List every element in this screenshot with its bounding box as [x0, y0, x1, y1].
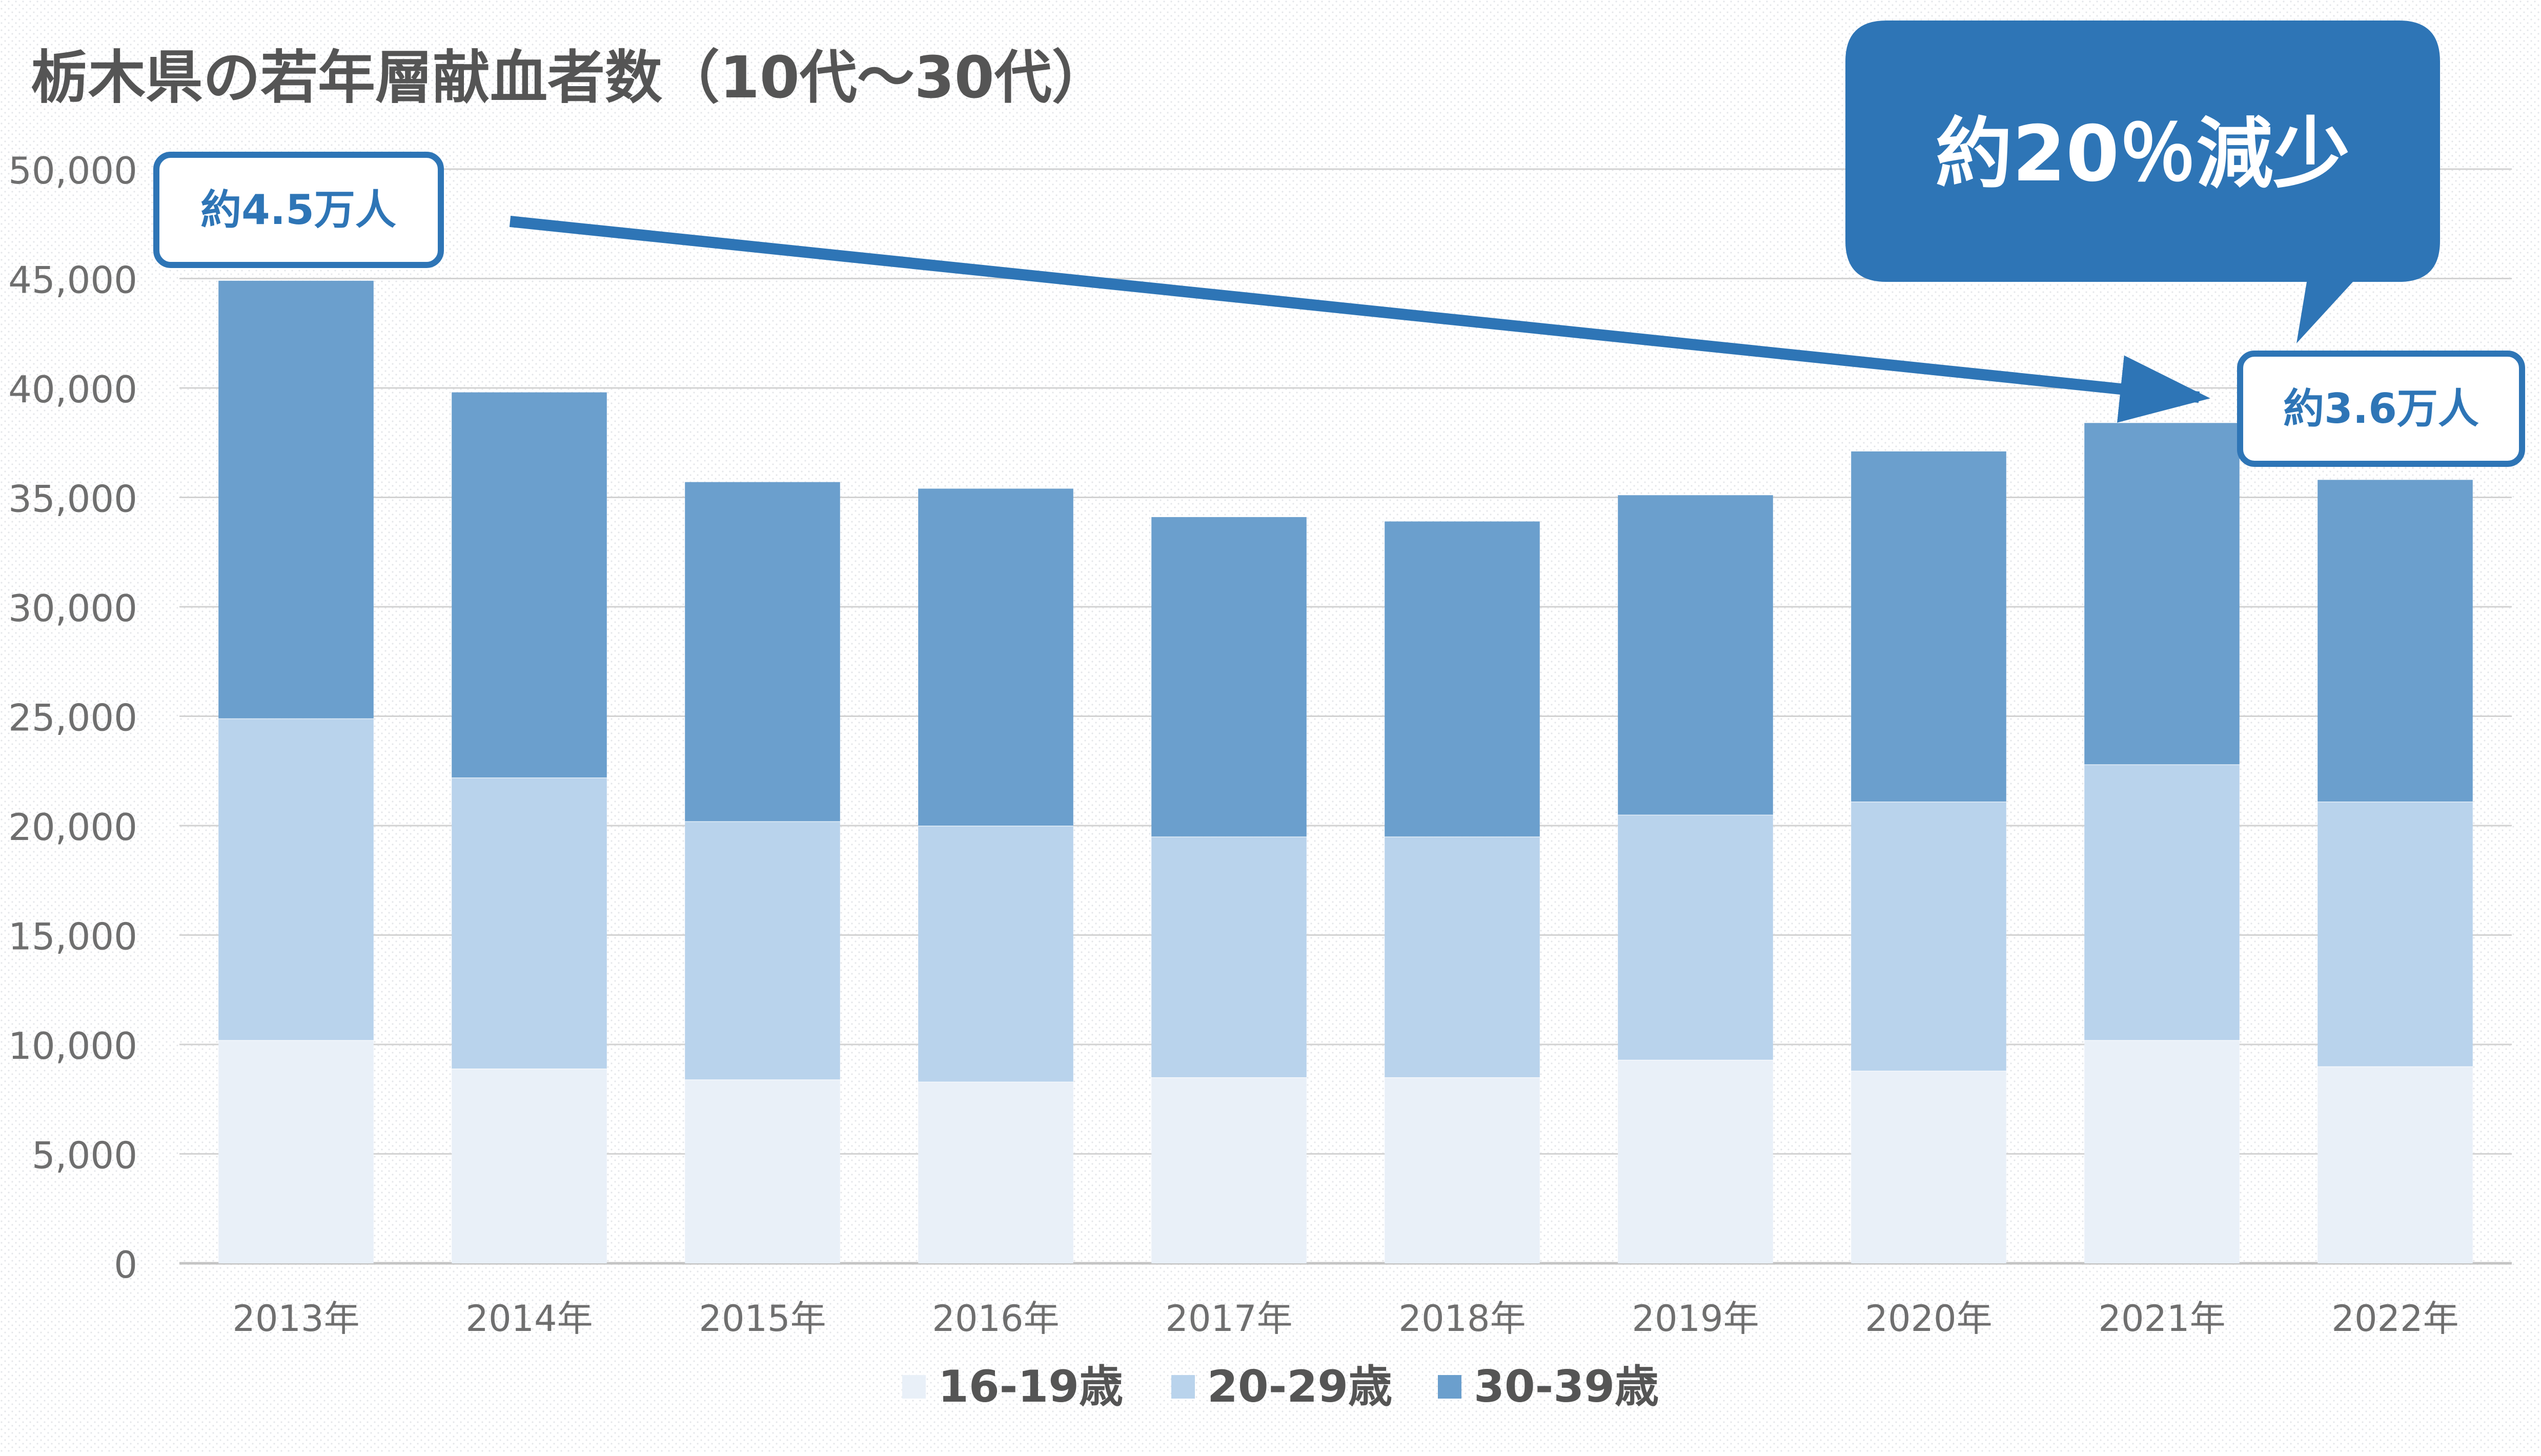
x-tick-label: 2018年 [1398, 1298, 1526, 1340]
bar-segment [685, 821, 840, 1080]
bar-segment [918, 488, 1073, 826]
x-tick-label: 2013年 [232, 1298, 359, 1340]
y-tick-label: 45,000 [8, 259, 137, 302]
x-tick-label: 2017年 [1165, 1298, 1292, 1340]
y-tick-label: 50,000 [8, 149, 137, 192]
bar-segment [2084, 423, 2240, 765]
y-tick-label: 15,000 [8, 915, 137, 958]
callout-bubble [1845, 20, 2440, 343]
bar-segment [1851, 1071, 2006, 1263]
bar-segment [2318, 802, 2473, 1067]
bar-segment [218, 718, 374, 1040]
start-label: 約4.5万人 [200, 186, 396, 234]
legend: 16-19歳 20-29歳 30-39歳 [902, 1361, 1659, 1412]
x-tick-label: 2015年 [699, 1298, 826, 1340]
callout-text: 約20％減少 [1936, 110, 2350, 199]
y-tick-label: 5,000 [32, 1134, 137, 1177]
bar-segment [918, 1081, 1073, 1263]
bar-segment [1151, 836, 1307, 1078]
bar-segment [218, 280, 374, 719]
x-tick-label: 2020年 [1865, 1298, 1992, 1340]
trend-arrow [509, 216, 2210, 423]
bar-segment [1385, 521, 1540, 837]
bar-segment [2084, 764, 2240, 1040]
y-tick-label: 40,000 [8, 368, 137, 411]
x-tick-label: 2021年 [2098, 1298, 2225, 1340]
legend-label: 30-39歳 [1474, 1361, 1659, 1412]
bar-segment [1385, 836, 1540, 1078]
bar-segment [2318, 1066, 2473, 1263]
bars [218, 280, 2473, 1263]
bar-segment [2318, 480, 2473, 802]
bar-segment [218, 1040, 374, 1263]
end-label: 約3.6万人 [2283, 385, 2479, 433]
bar-segment [1151, 517, 1307, 837]
y-tick-label: 0 [114, 1243, 137, 1286]
bar-segment [685, 482, 840, 822]
y-tick-label: 35,000 [8, 478, 137, 521]
x-tick-label: 2014年 [465, 1298, 593, 1340]
legend-swatch [1171, 1375, 1195, 1399]
bar-segment [1851, 802, 2006, 1071]
y-tick-label: 10,000 [8, 1024, 137, 1068]
legend-label: 16-19歳 [938, 1361, 1123, 1412]
bar-segment [1151, 1077, 1307, 1263]
y-tick-label: 30,000 [8, 587, 137, 630]
y-axis: 0 5,000 10,000 15,000 20,000 25,000 30,000 35,0… [8, 149, 137, 1286]
bar-segment [918, 826, 1073, 1082]
legend-label: 20-29歳 [1207, 1361, 1392, 1412]
y-tick-label: 20,000 [8, 806, 137, 849]
legend-swatch [902, 1375, 926, 1399]
end-label-box [2237, 351, 2525, 467]
bar-segment [1618, 1059, 1773, 1263]
bar-segment [2084, 1040, 2240, 1263]
bar-segment [1618, 814, 1773, 1060]
bar-segment [452, 392, 607, 778]
x-axis: 2013年 2014年 2015年 2016年 2017年 2018年 2019年 2020年… [232, 1298, 2458, 1340]
bar-segment [1618, 495, 1773, 815]
y-tick-label: 25,000 [8, 696, 137, 740]
x-tick-label: 2019年 [1632, 1298, 1759, 1340]
start-label-box [153, 152, 444, 268]
x-tick-label: 2016年 [932, 1298, 1059, 1340]
bar-segment [452, 1068, 607, 1263]
legend-swatch [1438, 1375, 1461, 1399]
bar-segment [1851, 451, 2006, 802]
bar-segment [1385, 1077, 1540, 1263]
x-tick-label: 2022年 [2331, 1298, 2458, 1340]
bar-segment [685, 1079, 840, 1263]
chart-title: 栃木県の若年層献血者数（10代〜30代） [31, 45, 1109, 111]
bar-segment [452, 777, 607, 1069]
